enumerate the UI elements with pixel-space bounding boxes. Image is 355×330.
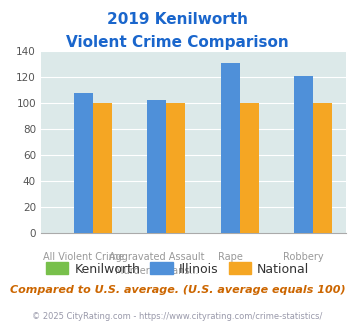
Bar <box>74 93 93 233</box>
Bar <box>147 100 166 233</box>
Bar <box>294 76 313 233</box>
Bar <box>240 103 259 233</box>
Text: Rape: Rape <box>218 252 242 262</box>
Legend: Kenilworth, Illinois, National: Kenilworth, Illinois, National <box>42 259 313 280</box>
Bar <box>221 63 240 233</box>
Bar <box>166 103 185 233</box>
Text: Violent Crime Comparison: Violent Crime Comparison <box>66 35 289 50</box>
Text: Compared to U.S. average. (U.S. average equals 100): Compared to U.S. average. (U.S. average … <box>10 285 345 295</box>
Text: Murder & Mans...: Murder & Mans... <box>115 266 198 276</box>
Text: 2019 Kenilworth: 2019 Kenilworth <box>107 12 248 26</box>
Text: All Violent Crime: All Violent Crime <box>43 252 124 262</box>
Text: © 2025 CityRating.com - https://www.cityrating.com/crime-statistics/: © 2025 CityRating.com - https://www.city… <box>32 312 323 321</box>
Text: Robbery: Robbery <box>283 252 324 262</box>
Bar <box>313 103 332 233</box>
Bar <box>93 103 112 233</box>
Text: Aggravated Assault: Aggravated Assault <box>109 252 204 262</box>
